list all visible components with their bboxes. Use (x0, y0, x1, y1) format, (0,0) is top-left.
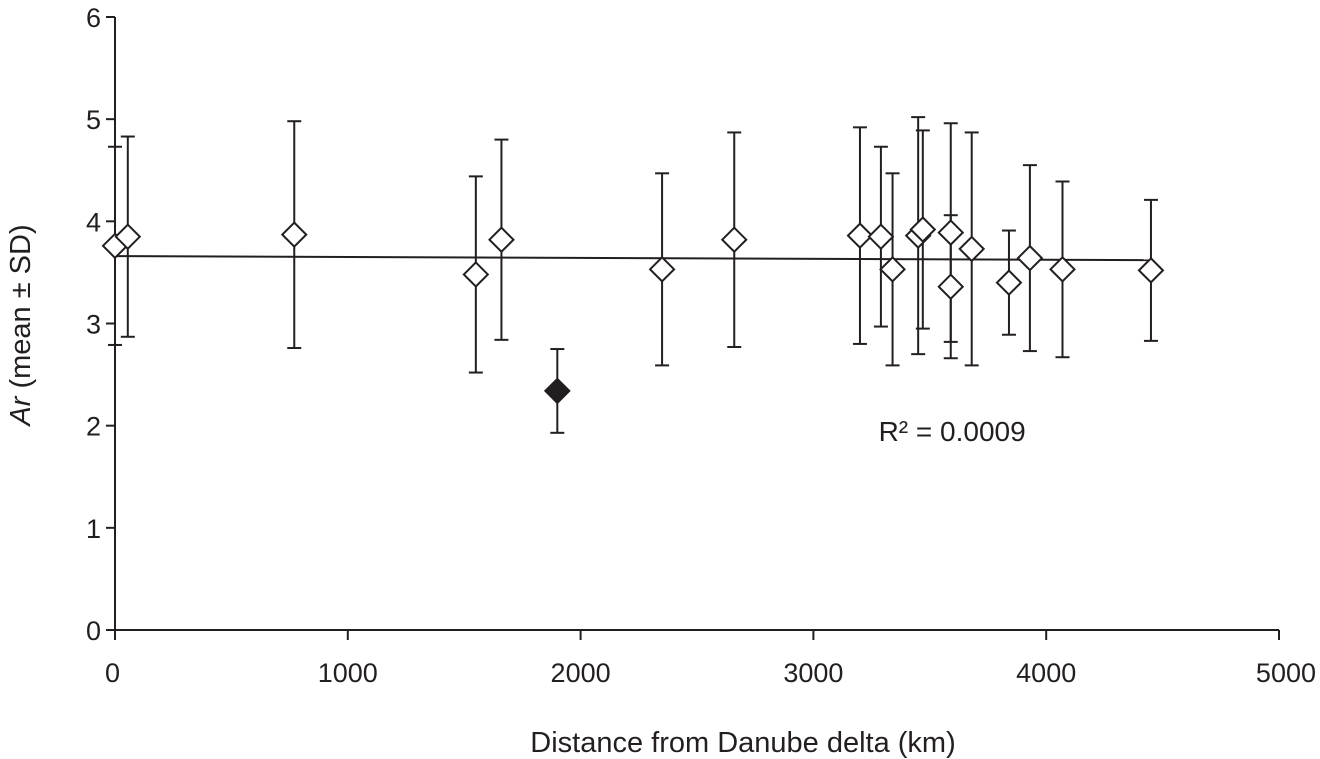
open-diamond-marker (846, 222, 874, 250)
filled-diamond-marker (543, 377, 571, 405)
open-diamond-marker (1049, 255, 1076, 283)
y-tick-label: 2 (86, 412, 101, 442)
open-diamond-marker (648, 255, 676, 283)
y-tick-label: 5 (86, 105, 101, 135)
x-tick-label: 4000 (1016, 658, 1076, 688)
y-tick-label: 3 (86, 310, 101, 340)
x-tick-label: 3000 (783, 658, 843, 688)
x-tick-label: 5000 (1256, 658, 1316, 688)
open-diamond-marker (867, 223, 895, 251)
y-tick-label: 0 (86, 616, 101, 646)
open-diamond-marker (909, 216, 937, 243)
y-tick-label: 1 (86, 514, 101, 544)
x-tick-label: 2000 (551, 658, 611, 688)
y-tick-label: 6 (86, 3, 101, 33)
axes (114, 17, 1279, 631)
open-diamond-marker (720, 226, 748, 254)
open-diamond-marker (879, 255, 906, 283)
open-diamond-marker (488, 226, 515, 254)
y-ticks: 0 1 2 3 4 5 6 (86, 3, 115, 646)
data-points (101, 216, 1165, 405)
y-axis-title-rest: (mean ± SD) (5, 224, 37, 396)
y-tick-label: 4 (86, 207, 101, 237)
open-diamond-marker (1137, 256, 1165, 284)
x-tick-label: 1000 (318, 658, 378, 688)
error-bars (108, 116, 1158, 434)
open-diamond-marker (937, 219, 965, 246)
open-diamond-marker (280, 221, 308, 249)
trendline-group (114, 255, 1151, 262)
y-axis-title-italic: Ar (5, 395, 37, 427)
trendline (114, 255, 1151, 262)
open-diamond-marker (958, 235, 986, 263)
open-diamond-marker (937, 273, 965, 301)
x-ticks: 0 1000 2000 3000 4000 5000 (105, 630, 1316, 688)
x-axis-title: Distance from Danube delta (km) (530, 727, 956, 759)
y-axis-title: Ar (mean ± SD) (5, 224, 37, 427)
open-diamond-marker (462, 261, 490, 288)
r-squared-annotation: R² = 0.0009 (879, 416, 1026, 447)
open-diamond-marker (1016, 244, 1044, 272)
open-diamond-marker (995, 269, 1023, 297)
x-tick-label: 0 (105, 658, 120, 688)
open-diamond-marker (114, 223, 142, 251)
